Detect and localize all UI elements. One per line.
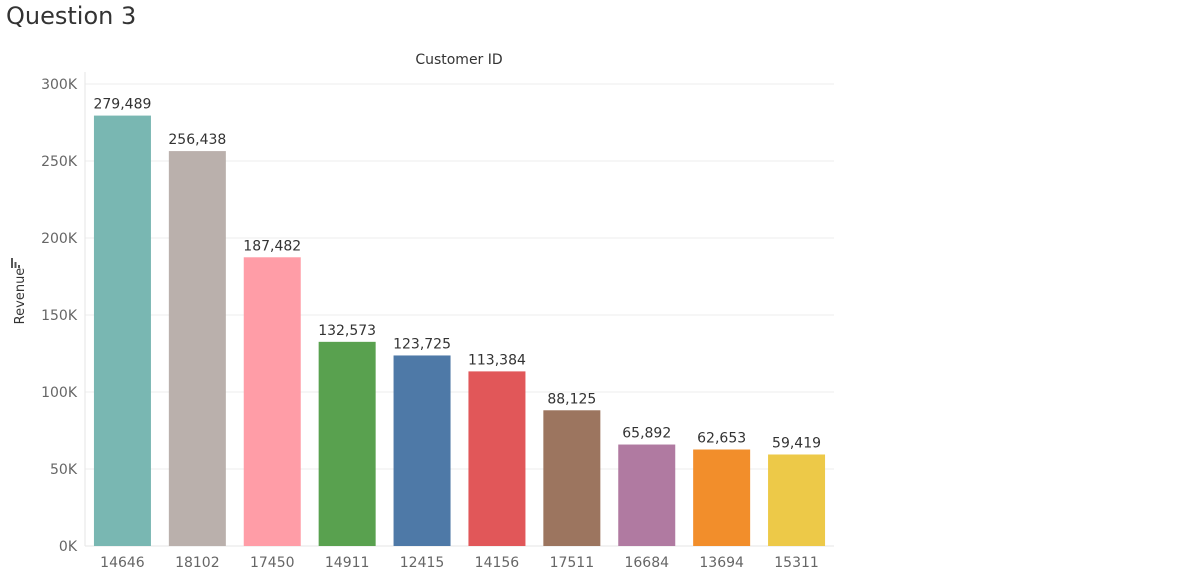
y-axis-label-group: Revenue [13,268,28,325]
sort-icon[interactable] [11,258,20,268]
x-tick-label: 12415 [400,555,445,571]
y-tick-label: 250K [41,154,78,170]
bar[interactable] [243,257,301,546]
y-tick-labels: 0K 50K 100K 150K 200K 250K 300K [41,77,78,555]
bar[interactable] [93,115,151,546]
data-labels: 279,489 256,438 187,482 132,573 123,725 113,3… [93,97,821,452]
x-tick-label: 14911 [325,555,370,571]
data-label: 132,573 [318,323,376,339]
x-tick-labels: 14646 18102 17450 14911 12415 14156 17511 16684… [100,555,819,571]
data-label: 123,725 [393,336,451,352]
bar[interactable] [168,151,226,546]
y-tick-label: 0K [59,539,78,555]
y-tick-label: 100K [41,385,78,401]
data-label: 62,653 [697,431,746,447]
data-label: 88,125 [547,391,596,407]
bar[interactable] [543,410,601,546]
y-tick-label: 300K [41,77,78,93]
bar[interactable] [618,444,676,546]
x-tick-label: 18102 [175,555,220,571]
y-tick-label: 50K [50,462,78,478]
x-tick-label: 14646 [100,555,145,571]
bars [93,115,826,546]
y-tick-label: 200K [41,231,78,247]
data-label: 113,384 [468,352,526,368]
x-tick-label: 13694 [699,555,744,571]
x-tick-label: 16684 [624,555,669,571]
data-label: 279,489 [93,97,151,113]
bar[interactable] [393,355,451,546]
x-tick-label: 15311 [774,555,819,571]
page-title: Question 3 [6,2,137,30]
data-label: 256,438 [168,132,226,148]
bar[interactable] [318,341,376,546]
y-tick-label: 150K [41,308,78,324]
data-label: 187,482 [243,238,301,254]
x-tick-label: 14156 [475,555,520,571]
x-tick-label: 17450 [250,555,295,571]
y-axis-label: Revenue [13,268,28,325]
bar[interactable] [468,371,526,546]
bar[interactable] [693,449,751,546]
data-label: 65,892 [622,426,671,442]
x-tick-label: 17511 [550,555,595,571]
bar[interactable] [768,454,826,546]
data-label: 59,419 [772,435,821,451]
chart-title: Customer ID [415,52,502,68]
